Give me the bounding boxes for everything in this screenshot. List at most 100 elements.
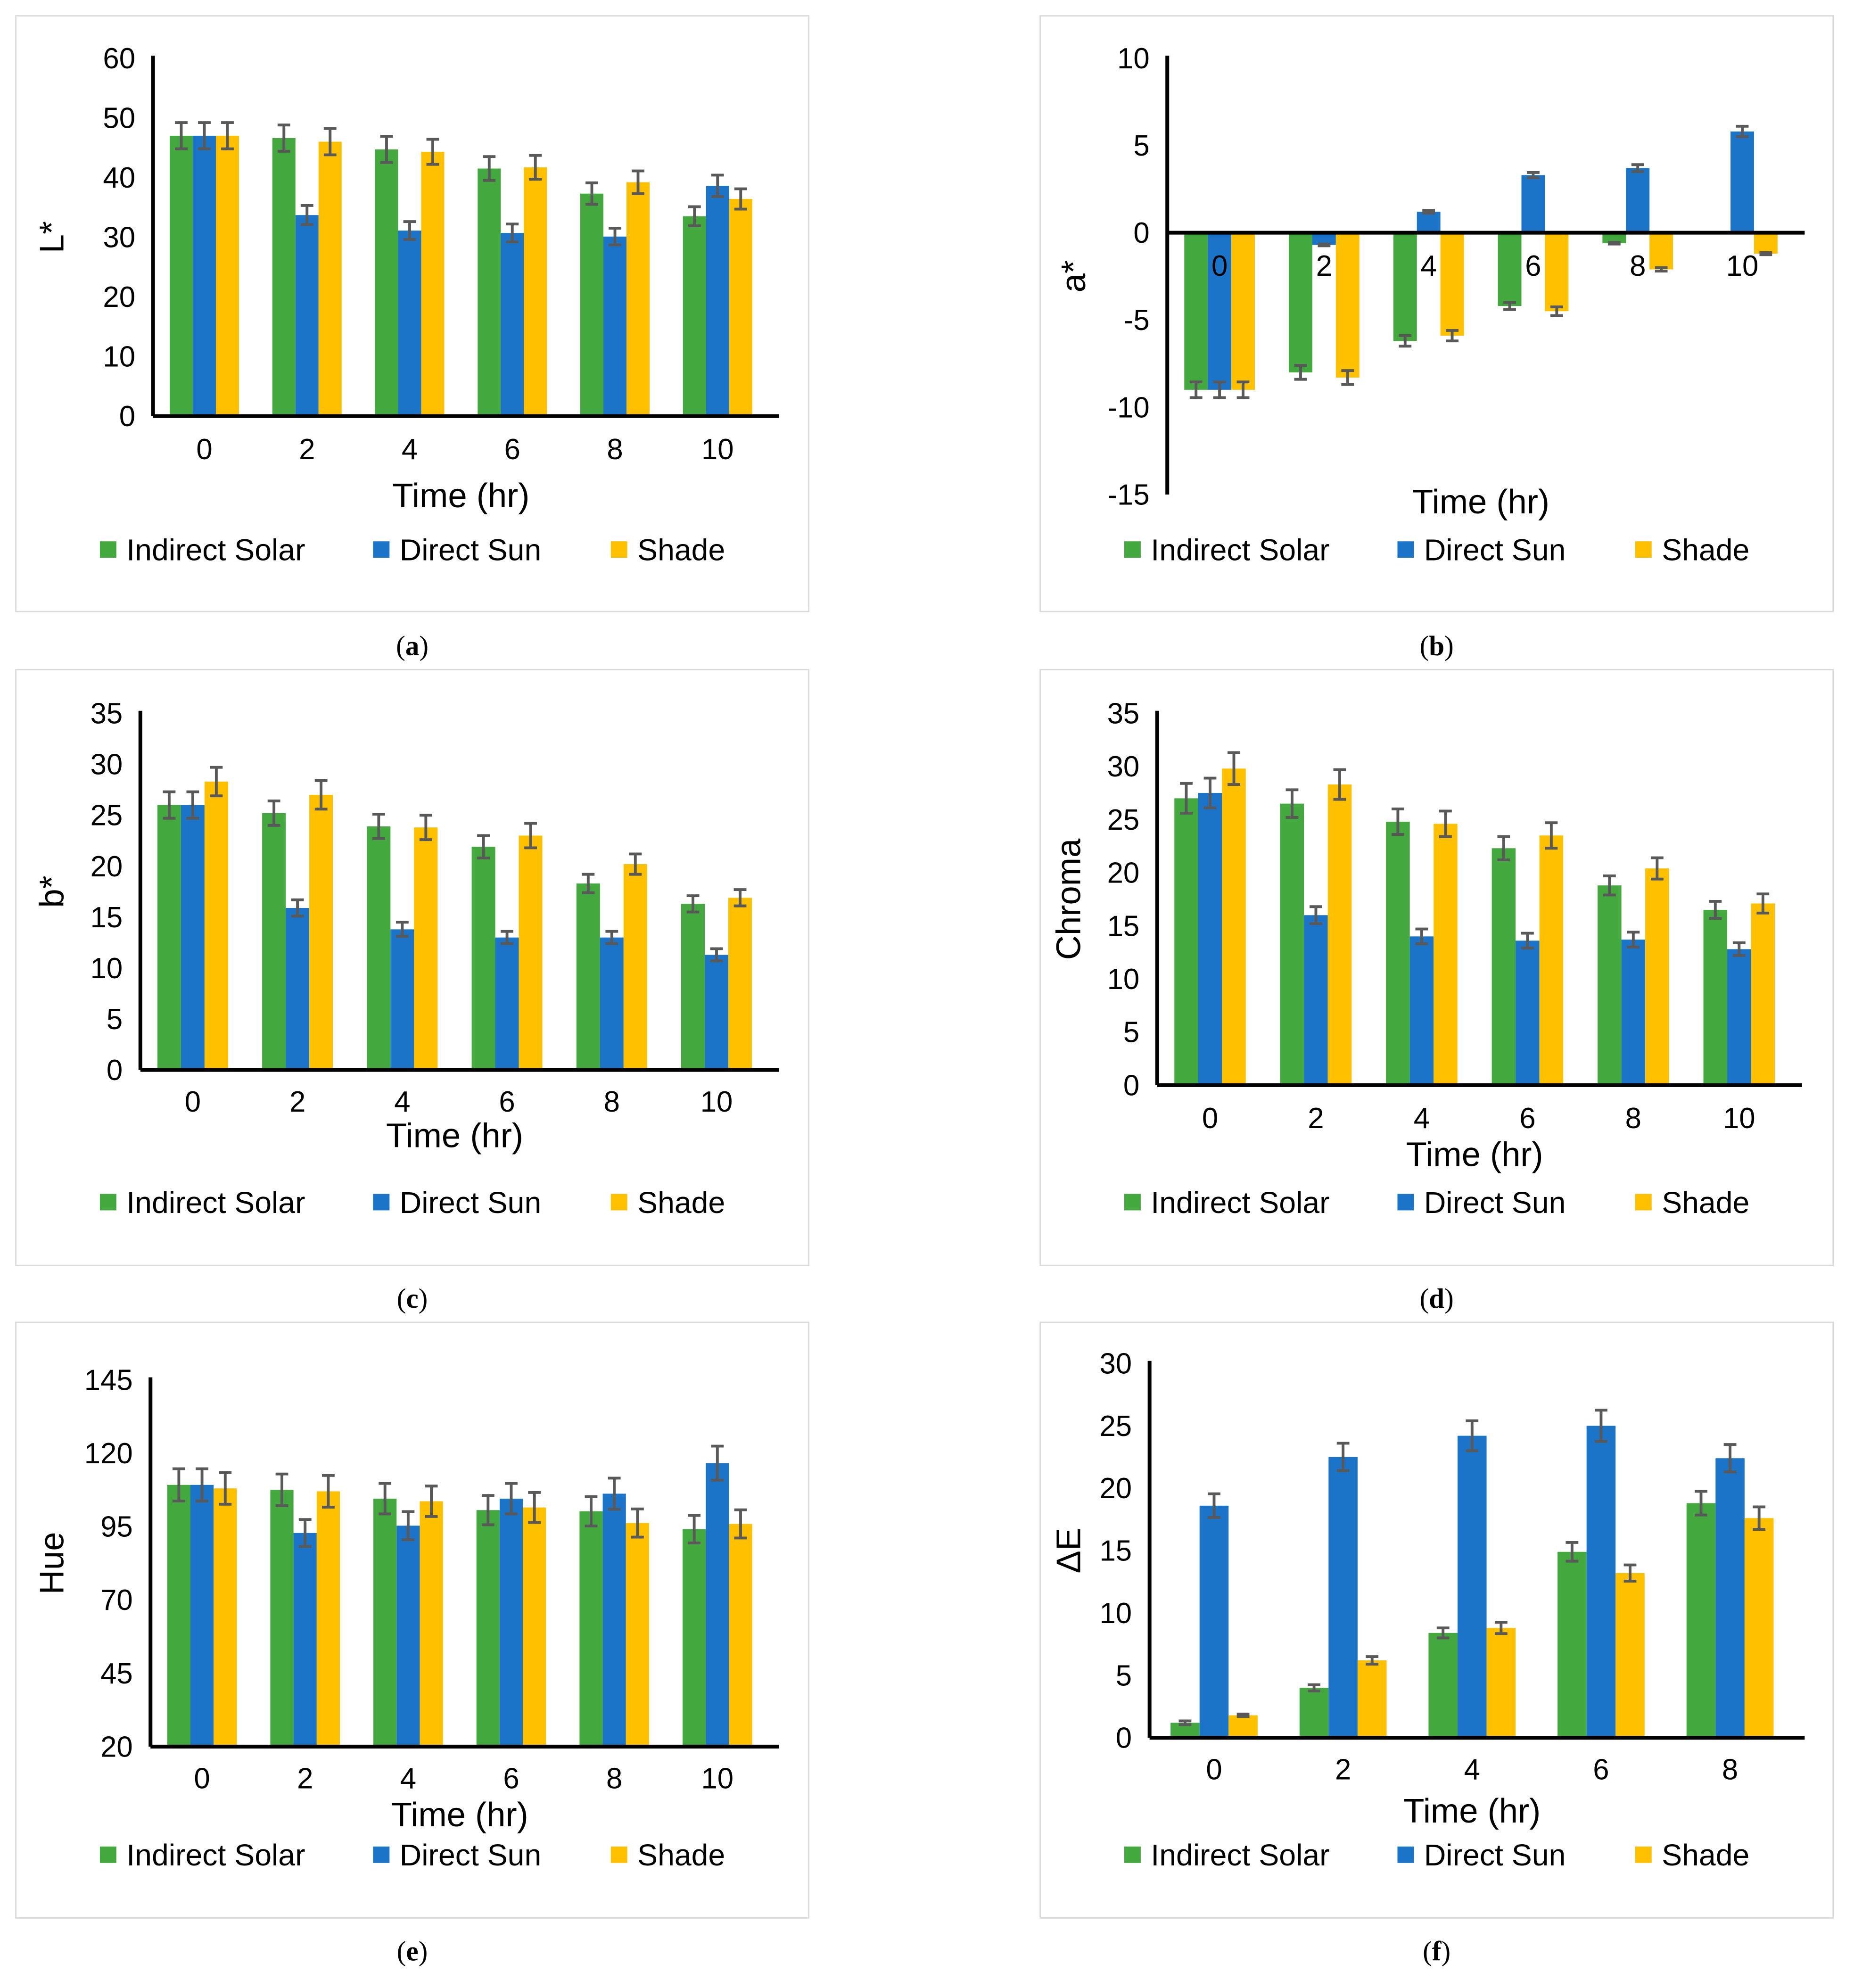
error-bar xyxy=(1527,171,1540,179)
panel-caption: (b) xyxy=(1419,630,1454,662)
x-axis-label: Time (hr) xyxy=(1403,1792,1541,1830)
legend-label: Shade xyxy=(637,533,725,567)
bar-indirect-solar xyxy=(1498,232,1522,306)
legend-label: Indirect Solar xyxy=(1151,1186,1329,1220)
panel-caption: (c) xyxy=(396,1282,428,1314)
error-bar xyxy=(1178,1719,1192,1726)
legend-label: Indirect Solar xyxy=(126,1838,305,1872)
bar-shade xyxy=(1335,232,1360,378)
legend-swatch xyxy=(1397,1846,1414,1863)
bar-shade xyxy=(1434,824,1458,1085)
error-bar xyxy=(1759,251,1772,256)
error-bar xyxy=(710,947,723,963)
error-bar xyxy=(1399,334,1412,348)
bar-indirect-solar xyxy=(681,904,705,1070)
error-bar xyxy=(1595,1409,1607,1443)
x-tick-label: 4 xyxy=(1464,1754,1480,1786)
legend-swatch xyxy=(1635,1194,1652,1211)
x-tick-label: 0 xyxy=(194,1762,210,1795)
y-tick-label: 20 xyxy=(103,281,135,313)
x-tick-label: 2 xyxy=(1316,250,1332,282)
bar-indirect-solar xyxy=(1491,848,1516,1085)
chart-a: 0 10 20 30 40 50 60 0 2 4 6 8 10 Time (hr) L* Indirect … xyxy=(33,42,779,567)
error-bar xyxy=(1623,1563,1637,1583)
error-bar xyxy=(524,822,537,850)
error-bar xyxy=(1341,369,1354,386)
error-bar xyxy=(314,779,328,811)
bar-shade xyxy=(1440,232,1464,336)
error-bar xyxy=(686,894,700,914)
bar-direct-sun xyxy=(501,233,524,416)
bar-shade xyxy=(1615,1573,1645,1738)
bar-shade xyxy=(1649,232,1673,270)
error-bar xyxy=(1709,900,1722,920)
panel-caption-letter: a xyxy=(405,630,420,662)
y-tick-label: 20 xyxy=(1107,857,1140,890)
chart-panel-c: 0 5 10 15 20 25 30 35 0 2 4 6 8 10 Time (hr) b* Indirect… xyxy=(15,669,809,1266)
bar-shade xyxy=(414,827,438,1070)
x-tick-label: 8 xyxy=(1722,1754,1738,1786)
y-tick-label: -10 xyxy=(1107,391,1149,424)
legend-label: Direct Sun xyxy=(400,533,542,567)
y-axis-label: a* xyxy=(1055,260,1093,292)
y-tick-label: 0 xyxy=(1116,1722,1132,1755)
error-bar xyxy=(323,127,337,157)
panel-caption-letter: d xyxy=(1429,1282,1445,1314)
y-axis-label: Chroma xyxy=(1049,838,1088,960)
error-bar xyxy=(163,790,176,820)
error-bar xyxy=(608,1477,621,1511)
y-tick-label: 15 xyxy=(91,901,123,934)
chart-e: 20 45 70 95 120 145 0 2 4 6 8 10 Time (hr) Hue Indirec… xyxy=(33,1364,779,1872)
y-tick-label: 30 xyxy=(103,221,135,254)
x-tick-label: 6 xyxy=(503,1762,519,1795)
bar-direct-sun xyxy=(1730,131,1754,233)
error-bar xyxy=(380,135,393,164)
legend-label: Indirect Solar xyxy=(1151,533,1329,567)
error-bar xyxy=(632,169,644,195)
chart-f: 0 5 10 15 20 25 30 0 2 4 6 8 Time (hr) ΔE Indirect Sol… xyxy=(1049,1348,1805,1872)
x-tick-label: 6 xyxy=(1593,1754,1609,1786)
bar-direct-sun xyxy=(1409,936,1434,1085)
legend-swatch xyxy=(1124,541,1141,558)
error-bar xyxy=(582,873,595,894)
error-bar xyxy=(1208,1492,1220,1519)
legend-label: Shade xyxy=(637,1838,725,1872)
bar-direct-sun xyxy=(181,805,205,1070)
error-bar xyxy=(196,1467,208,1502)
legend-swatch xyxy=(1635,1846,1652,1863)
x-tick-label: 6 xyxy=(1525,250,1541,282)
bar-direct-sun xyxy=(295,215,319,416)
error-bar xyxy=(419,814,432,841)
bar-shade xyxy=(524,167,547,416)
y-tick-label: 35 xyxy=(1107,698,1140,730)
x-tick-label: 8 xyxy=(606,1762,622,1795)
y-tick-label: 20 xyxy=(91,850,123,883)
x-tick-label: 4 xyxy=(400,1762,416,1795)
error-bar xyxy=(688,205,701,227)
error-bar xyxy=(1228,751,1240,786)
legend-swatch xyxy=(99,1846,116,1863)
x-tick-label: 8 xyxy=(604,1086,620,1118)
bar-indirect-solar xyxy=(170,135,193,416)
error-bar xyxy=(734,1508,747,1540)
legend-label: Shade xyxy=(1662,533,1749,567)
error-bar xyxy=(1310,905,1322,925)
chart-panel-e: 20 45 70 95 120 145 0 2 4 6 8 10 Time (hr) Hue Indirec… xyxy=(15,1321,809,1919)
legend-swatch xyxy=(373,541,390,558)
error-bar xyxy=(396,921,409,938)
x-tick-label: 6 xyxy=(499,1086,515,1118)
error-bar xyxy=(219,1471,232,1506)
panel-caption: (d) xyxy=(1419,1282,1454,1314)
y-tick-label: 5 xyxy=(107,1003,123,1036)
legend-label: Direct Sun xyxy=(1424,1186,1566,1220)
y-tick-label: 10 xyxy=(1099,1597,1132,1630)
error-bar xyxy=(585,1495,598,1527)
error-bar xyxy=(322,1474,335,1509)
x-axis-label: Time (hr) xyxy=(392,477,529,515)
bar-direct-sun xyxy=(1715,1458,1745,1738)
x-tick-label: 2 xyxy=(289,1086,305,1118)
error-bar xyxy=(1189,380,1203,399)
bar-shade xyxy=(214,1488,237,1747)
error-bar xyxy=(481,1494,494,1526)
error-bar xyxy=(501,930,513,945)
